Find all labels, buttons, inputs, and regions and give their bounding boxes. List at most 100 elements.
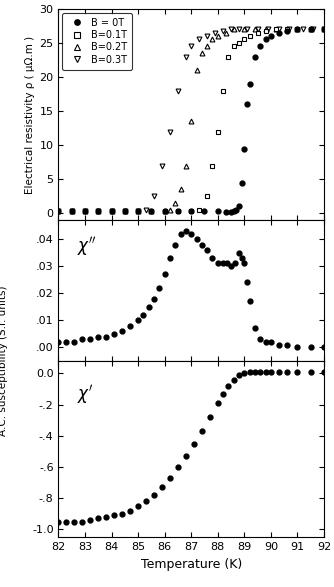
B=0.3T: [288, 26, 292, 33]
B=0.3T: [96, 208, 100, 215]
B = 0T: [96, 208, 100, 215]
B=0.1T: [56, 208, 60, 215]
B=0.2T: [242, 26, 246, 33]
B=0.2T: [168, 207, 172, 214]
B=0.1T: [123, 208, 127, 215]
Line: B=0.2T: B=0.2T: [56, 27, 326, 214]
B=0.3T: [70, 208, 74, 215]
B = 0T: [264, 36, 268, 43]
B = 0T: [253, 53, 257, 60]
B=0.1T: [149, 208, 153, 215]
B = 0T: [285, 27, 289, 34]
B = 0T: [70, 208, 74, 215]
B = 0T: [56, 208, 60, 215]
B=0.2T: [285, 26, 289, 33]
B=0.3T: [245, 26, 249, 33]
B=0.3T: [160, 162, 164, 169]
B=0.3T: [189, 43, 193, 50]
Text: $\chi''$: $\chi''$: [77, 235, 97, 258]
B=0.3T: [197, 36, 201, 43]
B = 0T: [83, 208, 87, 215]
B=0.1T: [309, 26, 313, 33]
Y-axis label: Electrical resistivity ρ ( μΩ.m ): Electrical resistivity ρ ( μΩ.m ): [25, 35, 35, 194]
B=0.2T: [205, 43, 209, 50]
B=0.2T: [179, 186, 183, 193]
B = 0T: [216, 208, 220, 215]
B=0.1T: [163, 208, 167, 215]
B=0.2T: [253, 26, 257, 33]
B=0.1T: [216, 128, 220, 135]
B=0.3T: [213, 29, 217, 36]
B=0.3T: [152, 193, 156, 200]
B=0.3T: [277, 26, 281, 33]
B=0.3T: [266, 26, 270, 33]
B=0.3T: [184, 53, 188, 60]
B=0.2T: [210, 36, 214, 43]
B=0.1T: [322, 26, 326, 33]
Legend: B = 0T, B=0.1T, B=0.2T, B=0.3T: B = 0T, B=0.1T, B=0.2T, B=0.3T: [62, 13, 132, 70]
B=0.1T: [70, 208, 74, 215]
B=0.1T: [205, 193, 209, 200]
B=0.3T: [144, 207, 148, 214]
Line: B=0.1T: B=0.1T: [56, 27, 326, 214]
B=0.2T: [194, 67, 198, 74]
B=0.1T: [83, 208, 87, 215]
B=0.3T: [176, 87, 180, 94]
B=0.2T: [216, 32, 220, 39]
B=0.3T: [56, 208, 60, 215]
B=0.1T: [176, 208, 180, 215]
B = 0T: [295, 26, 299, 33]
B=0.2T: [149, 208, 153, 215]
B=0.1T: [210, 162, 214, 169]
B = 0T: [123, 208, 127, 215]
B = 0T: [149, 208, 153, 215]
B=0.3T: [168, 128, 172, 135]
B = 0T: [232, 208, 236, 215]
B = 0T: [322, 26, 326, 33]
X-axis label: Temperature (K): Temperature (K): [141, 558, 242, 571]
B=0.3T: [229, 26, 233, 33]
B=0.2T: [184, 162, 188, 169]
B=0.1T: [285, 26, 289, 33]
B=0.1T: [295, 26, 299, 33]
B = 0T: [240, 179, 244, 186]
B=0.2T: [200, 49, 204, 56]
B = 0T: [237, 203, 241, 210]
B=0.1T: [226, 53, 230, 60]
B=0.3T: [322, 26, 326, 33]
B=0.2T: [173, 200, 177, 207]
B=0.2T: [189, 118, 193, 125]
B=0.2T: [83, 208, 87, 215]
Line: B=0.3T: B=0.3T: [56, 27, 326, 214]
B=0.3T: [301, 26, 305, 33]
Line: B = 0T: B = 0T: [56, 27, 326, 214]
B=0.2T: [96, 208, 100, 215]
B = 0T: [247, 80, 252, 87]
B=0.2T: [322, 26, 326, 33]
B = 0T: [277, 29, 281, 36]
B=0.1T: [197, 207, 201, 214]
B=0.3T: [237, 26, 241, 33]
B = 0T: [245, 101, 249, 108]
B=0.2T: [136, 208, 140, 215]
B=0.3T: [110, 208, 114, 215]
B=0.2T: [264, 26, 268, 33]
B = 0T: [136, 208, 140, 215]
B=0.2T: [163, 208, 167, 215]
B=0.2T: [232, 26, 236, 33]
B=0.1T: [237, 39, 241, 46]
Text: A.C. susceptibility (S.I. units): A.C. susceptibility (S.I. units): [0, 286, 8, 436]
B = 0T: [224, 208, 228, 215]
B = 0T: [242, 145, 246, 152]
B=0.2T: [309, 26, 313, 33]
B=0.2T: [295, 26, 299, 33]
B=0.1T: [96, 208, 100, 215]
B = 0T: [269, 32, 273, 39]
B=0.2T: [224, 29, 228, 36]
B=0.1T: [242, 36, 246, 43]
B=0.1T: [256, 29, 260, 36]
B=0.2T: [123, 208, 127, 215]
B = 0T: [258, 43, 262, 50]
B=0.3T: [136, 208, 140, 215]
B = 0T: [176, 208, 180, 215]
